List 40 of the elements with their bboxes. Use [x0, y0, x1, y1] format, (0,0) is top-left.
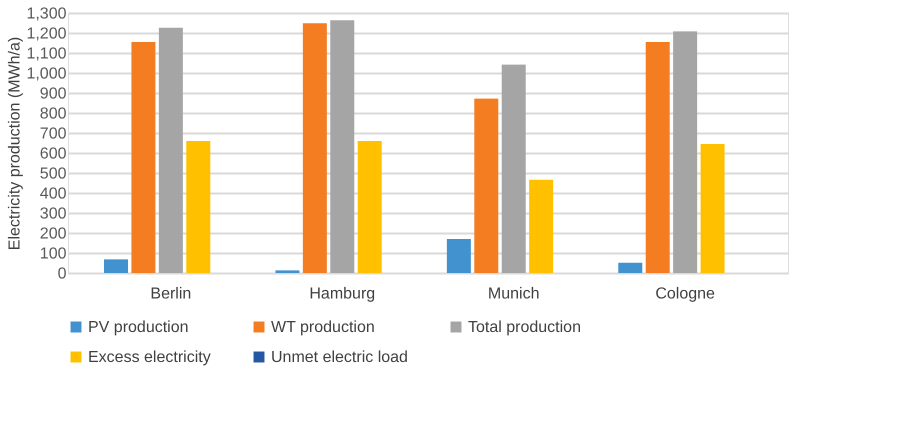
bar [618, 262, 642, 273]
y-tick-label: 1,100 [26, 46, 67, 62]
bar [474, 98, 498, 273]
bar [186, 141, 210, 273]
y-tick-label: 200 [40, 226, 67, 242]
legend-label: Unmet electric load [271, 349, 408, 366]
x-tick-label: Munich [488, 286, 540, 302]
y-tick-label: 900 [40, 86, 67, 102]
bar [158, 28, 183, 273]
y-axis-title: Electricity production (MWh/a) [6, 36, 24, 250]
bar [646, 42, 670, 273]
bar [673, 31, 698, 273]
x-tick-label: Cologne [655, 286, 716, 302]
y-tick-label: 300 [40, 206, 67, 222]
y-tick-label: 0 [58, 266, 67, 282]
bar [529, 180, 554, 273]
y-tick-label: 700 [40, 126, 67, 142]
bar [275, 270, 300, 273]
y-tick-label: 800 [40, 106, 67, 122]
y-tick-label: 600 [40, 146, 67, 162]
legend-label: Excess electricity [88, 349, 211, 366]
bar [700, 144, 725, 273]
bar [131, 42, 156, 273]
x-tick-label: Hamburg [309, 286, 376, 302]
x-tick-label: Berlin [150, 286, 192, 302]
y-tick-label: 1,300 [26, 6, 67, 22]
legend-label: PV production [88, 319, 189, 336]
legend-label: Total production [468, 319, 581, 336]
y-tick-label: 500 [40, 166, 67, 182]
legend-label: WT production [271, 319, 375, 336]
bar [330, 20, 354, 273]
y-tick-label: 1,200 [26, 26, 67, 42]
bar [358, 141, 382, 273]
bar [502, 64, 526, 273]
y-tick-label: 100 [40, 246, 67, 262]
bar [302, 23, 327, 273]
y-tick-label: 400 [40, 186, 67, 202]
bar [446, 239, 471, 273]
y-tick-label: 1,000 [26, 66, 67, 82]
bar [104, 259, 128, 273]
